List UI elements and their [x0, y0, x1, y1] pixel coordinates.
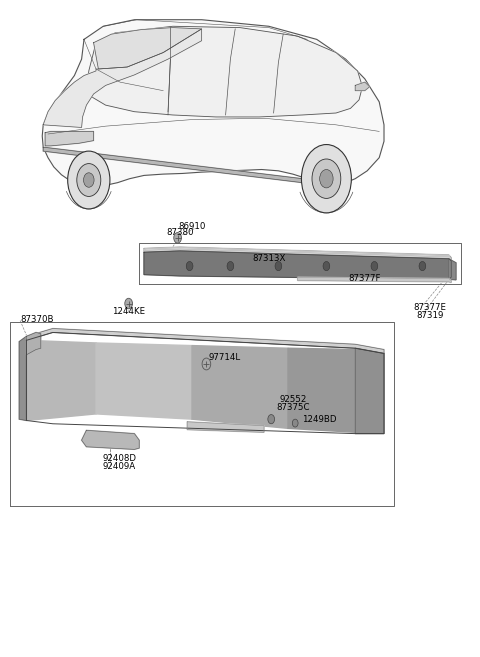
Text: 1244KE: 1244KE — [112, 307, 145, 316]
Circle shape — [312, 159, 341, 198]
Text: 87377E: 87377E — [413, 303, 446, 312]
Polygon shape — [43, 147, 346, 188]
Polygon shape — [145, 248, 449, 257]
Polygon shape — [26, 332, 41, 355]
Text: 87375C: 87375C — [276, 403, 310, 412]
Polygon shape — [288, 348, 355, 432]
Circle shape — [174, 233, 181, 243]
Circle shape — [227, 261, 234, 271]
Polygon shape — [82, 430, 139, 449]
Polygon shape — [26, 340, 96, 420]
Text: 87380: 87380 — [166, 228, 194, 237]
Text: 87313X: 87313X — [252, 254, 286, 263]
Circle shape — [371, 261, 378, 271]
Circle shape — [202, 358, 211, 370]
Circle shape — [186, 261, 193, 271]
Text: 86910: 86910 — [178, 221, 206, 231]
Text: 92409A: 92409A — [102, 462, 136, 471]
Polygon shape — [94, 28, 202, 69]
Text: 1249BD: 1249BD — [302, 415, 336, 424]
Circle shape — [320, 170, 333, 188]
Polygon shape — [449, 259, 456, 280]
Polygon shape — [43, 29, 202, 127]
Polygon shape — [355, 348, 384, 434]
Text: 92408D: 92408D — [102, 454, 136, 463]
Polygon shape — [96, 343, 192, 419]
Circle shape — [268, 415, 275, 424]
Circle shape — [292, 419, 298, 427]
Polygon shape — [187, 422, 264, 432]
Polygon shape — [45, 131, 94, 146]
Text: 87370B: 87370B — [20, 315, 54, 324]
Polygon shape — [355, 82, 370, 91]
Polygon shape — [87, 26, 362, 117]
Circle shape — [301, 145, 351, 213]
Polygon shape — [144, 247, 451, 260]
Text: 87377F: 87377F — [348, 274, 381, 283]
Circle shape — [323, 261, 330, 271]
Polygon shape — [192, 346, 288, 428]
Circle shape — [77, 164, 101, 196]
Circle shape — [68, 151, 110, 209]
Circle shape — [419, 261, 426, 271]
Polygon shape — [144, 251, 451, 279]
Text: 87319: 87319 — [416, 311, 444, 320]
Circle shape — [275, 261, 282, 271]
Text: 92552: 92552 — [279, 395, 307, 404]
Polygon shape — [26, 328, 384, 353]
Circle shape — [84, 173, 94, 187]
Text: 97714L: 97714L — [209, 353, 240, 362]
Polygon shape — [42, 20, 384, 187]
Polygon shape — [19, 336, 26, 420]
Polygon shape — [298, 277, 451, 283]
Circle shape — [125, 298, 132, 309]
